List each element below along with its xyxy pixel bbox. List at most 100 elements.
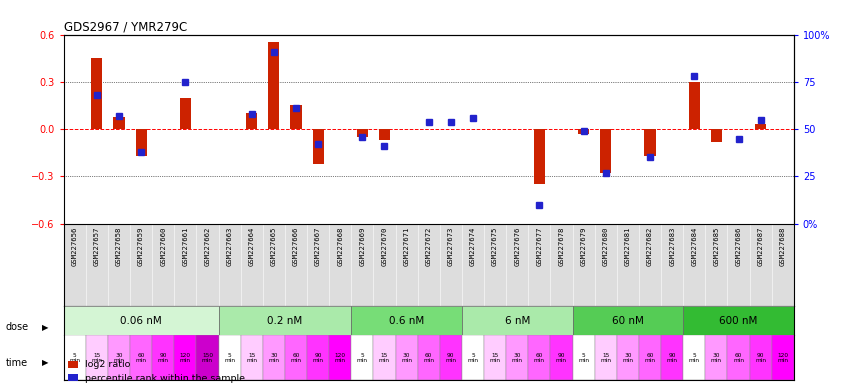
Text: dose: dose: [6, 322, 29, 332]
Text: 0.6 nM: 0.6 nM: [389, 316, 424, 326]
Bar: [484, 336, 506, 380]
Text: 90
min: 90 min: [666, 353, 678, 363]
Text: 60 nM: 60 nM: [612, 316, 644, 326]
Text: ▶: ▶: [42, 358, 49, 367]
Bar: [218, 306, 351, 336]
Bar: [86, 336, 108, 380]
Text: GSM227682: GSM227682: [647, 226, 653, 266]
Text: GSM227686: GSM227686: [735, 226, 741, 266]
Text: 0.2 nM: 0.2 nM: [267, 316, 302, 326]
Bar: [772, 336, 794, 380]
Text: GSM227668: GSM227668: [337, 226, 343, 266]
Bar: [379, 129, 390, 140]
Bar: [683, 336, 706, 380]
Text: GSM227665: GSM227665: [271, 226, 277, 266]
Text: GSM227685: GSM227685: [713, 226, 719, 266]
Bar: [114, 116, 125, 129]
Text: 6 nM: 6 nM: [504, 316, 530, 326]
Bar: [534, 129, 545, 184]
Bar: [307, 336, 329, 380]
Text: 15
min: 15 min: [379, 353, 390, 363]
Bar: [92, 58, 103, 129]
Text: GSM227684: GSM227684: [691, 226, 697, 266]
Bar: [329, 336, 351, 380]
Text: 120
min: 120 min: [777, 353, 789, 363]
Bar: [728, 336, 750, 380]
Bar: [706, 336, 728, 380]
Text: 600 nM: 600 nM: [719, 316, 757, 326]
Bar: [578, 129, 589, 134]
Text: 15
min: 15 min: [600, 353, 611, 363]
Text: 15
min: 15 min: [246, 353, 257, 363]
Bar: [594, 336, 617, 380]
Text: 30
min: 30 min: [622, 353, 633, 363]
Text: 30
min: 30 min: [114, 353, 125, 363]
Bar: [683, 306, 794, 336]
Text: 60
min: 60 min: [733, 353, 744, 363]
Bar: [755, 124, 766, 129]
Bar: [180, 98, 191, 129]
Text: GSM227687: GSM227687: [757, 226, 763, 266]
Text: GSM227659: GSM227659: [138, 226, 144, 266]
Text: 30
min: 30 min: [401, 353, 412, 363]
Bar: [617, 336, 639, 380]
Bar: [644, 129, 655, 156]
Text: GSM227680: GSM227680: [603, 226, 609, 266]
Bar: [711, 129, 722, 142]
Bar: [130, 336, 152, 380]
Text: GSM227673: GSM227673: [448, 226, 454, 266]
Bar: [528, 336, 550, 380]
Text: 5
min: 5 min: [224, 353, 235, 363]
Text: GSM227663: GSM227663: [227, 226, 233, 266]
Text: 120
min: 120 min: [180, 353, 191, 363]
Bar: [240, 336, 263, 380]
Text: GSM227679: GSM227679: [581, 226, 587, 266]
Text: 60
min: 60 min: [644, 353, 655, 363]
Text: 30
min: 30 min: [711, 353, 722, 363]
Text: 60
min: 60 min: [534, 353, 545, 363]
Bar: [550, 336, 572, 380]
Bar: [357, 129, 368, 137]
Text: ▶: ▶: [42, 323, 49, 332]
Text: GSM227662: GSM227662: [205, 226, 211, 266]
Bar: [285, 336, 307, 380]
Text: GSM227681: GSM227681: [625, 226, 631, 266]
Text: 15
min: 15 min: [490, 353, 501, 363]
Bar: [312, 129, 323, 164]
Text: 5
min: 5 min: [357, 353, 368, 363]
Bar: [572, 336, 594, 380]
Text: GSM227670: GSM227670: [381, 226, 387, 266]
Bar: [218, 336, 240, 380]
Text: 5
min: 5 min: [70, 353, 81, 363]
Text: GSM227658: GSM227658: [116, 226, 122, 266]
Text: 60
min: 60 min: [424, 353, 434, 363]
Text: 90
min: 90 min: [158, 353, 169, 363]
Text: GSM227678: GSM227678: [559, 226, 565, 266]
Bar: [290, 106, 301, 129]
Bar: [351, 306, 462, 336]
Text: GSM227669: GSM227669: [359, 226, 365, 266]
Bar: [246, 113, 257, 129]
Bar: [506, 336, 528, 380]
Text: 5
min: 5 min: [689, 353, 700, 363]
Bar: [639, 336, 661, 380]
Text: 0.06 nM: 0.06 nM: [121, 316, 162, 326]
Bar: [600, 129, 611, 173]
Bar: [108, 336, 130, 380]
Text: GSM227661: GSM227661: [183, 226, 188, 266]
Bar: [396, 336, 418, 380]
Text: 90
min: 90 min: [446, 353, 457, 363]
Text: 90
min: 90 min: [556, 353, 567, 363]
Bar: [440, 336, 462, 380]
Text: GSM227664: GSM227664: [249, 226, 255, 266]
Bar: [689, 82, 700, 129]
Text: 150
min: 150 min: [202, 353, 213, 363]
Text: 120
min: 120 min: [335, 353, 346, 363]
Text: GSM227656: GSM227656: [71, 226, 78, 266]
Text: GSM227683: GSM227683: [669, 226, 675, 266]
Bar: [418, 336, 440, 380]
Text: GSM227660: GSM227660: [160, 226, 166, 266]
Bar: [462, 306, 572, 336]
Text: GDS2967 / YMR279C: GDS2967 / YMR279C: [64, 20, 187, 33]
Bar: [263, 336, 285, 380]
